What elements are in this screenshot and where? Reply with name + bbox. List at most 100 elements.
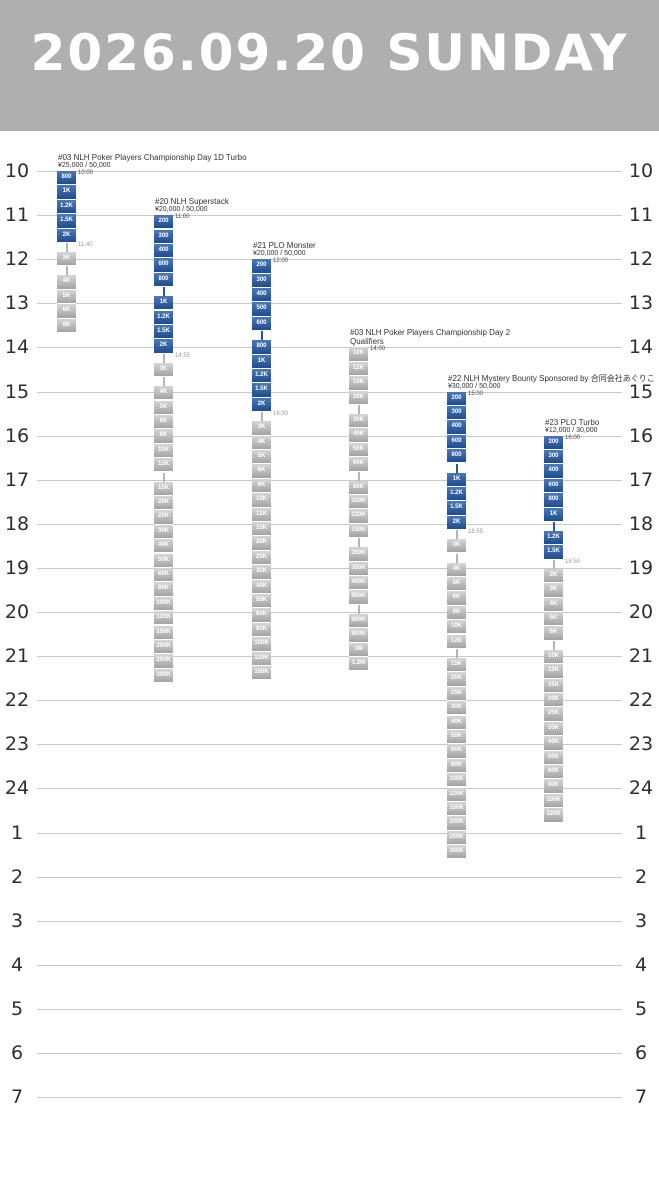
blind-level: 200K: [447, 816, 466, 831]
blind-level: 300K: [154, 668, 173, 684]
blind-level: 60K: [544, 765, 563, 780]
event-title: #22 NLH Mystery Bounty Sponsored by 合同会社…: [448, 373, 655, 383]
blind-level: 10K: [154, 443, 173, 459]
blind-level: 200: [544, 435, 563, 450]
date-header: 2026.09.20 SUNDAY: [0, 0, 659, 131]
blind-level: 6K: [57, 304, 76, 319]
hour-line: [37, 832, 622, 834]
hour-line: [37, 259, 622, 261]
blind-level: 1.5K: [154, 324, 173, 340]
hour-label-left: 5: [10, 997, 24, 1020]
level-connector: [455, 530, 458, 540]
blind-level: 800: [447, 449, 466, 464]
blind-level: 800: [154, 272, 173, 288]
blind-level: 400: [252, 288, 271, 303]
blind-level: 1K: [447, 472, 466, 487]
level-connector: [552, 640, 555, 650]
hour-label-left: 3: [10, 909, 24, 932]
blind-level: 1.2K: [154, 310, 173, 325]
blind-level: 10K: [349, 347, 368, 362]
event-buyin: ¥20,000 / 50,000: [155, 206, 208, 214]
hour-label-right: 2: [634, 865, 648, 888]
blind-level: 8K: [154, 429, 173, 444]
date-text: 2026.09.20: [30, 24, 367, 82]
blind-level: 150K: [349, 523, 368, 539]
event-buyin: ¥25,000 / 50,000: [58, 162, 111, 169]
hour-line: [37, 612, 622, 613]
blind-level: 12K: [154, 458, 173, 473]
blind-level: 300: [154, 229, 173, 244]
hour-line: [37, 391, 622, 393]
blind-level: 120K: [154, 611, 173, 626]
blind-level: 150K: [252, 666, 271, 681]
hour-label-left: 6: [10, 1042, 24, 1064]
hour-label-right: 16: [628, 424, 654, 447]
blind-level: 60K: [349, 457, 368, 472]
event-buyin: ¥12,000 / 30,000: [545, 426, 598, 434]
blind-level: 8K: [447, 605, 466, 621]
blind-level: 6K: [154, 414, 173, 430]
hour-line: [37, 920, 622, 922]
hour-label-left: 15: [4, 380, 30, 403]
blind-level: 3K: [252, 421, 271, 436]
hour-label-right: 22: [628, 689, 654, 712]
hour-label-right: 10: [628, 160, 654, 182]
hour-label-left: 10: [4, 160, 30, 182]
blind-level: 12K: [544, 664, 563, 679]
weekday-text: SUNDAY: [386, 24, 629, 82]
blind-level: 50K: [349, 442, 368, 458]
blind-level: 8K: [252, 478, 271, 494]
blind-level: 800: [544, 493, 563, 508]
blind-level: 1K: [544, 507, 563, 522]
blind-level: 120K: [252, 651, 271, 666]
blind-level: 3K: [447, 539, 466, 554]
blind-level: 100K: [349, 495, 368, 510]
blind-level: 120K: [447, 787, 466, 802]
hour-label-right: 3: [634, 909, 648, 932]
blind-level: 1.5K: [544, 545, 563, 560]
hour-label-left: 7: [10, 1086, 24, 1109]
hour-line: [37, 347, 622, 349]
event-title: #03 NLH Poker Players Championship Day 1…: [58, 153, 247, 162]
hour-label-right: 21: [628, 645, 654, 668]
blind-level: 100K: [252, 637, 271, 652]
blind-level: 5K: [154, 400, 173, 415]
blind-level: 25K: [447, 686, 466, 702]
blind-level: 15K: [544, 678, 563, 693]
event-start-time: 11:00: [175, 214, 190, 221]
hour-line: [37, 479, 622, 481]
hour-line: [37, 656, 622, 658]
blind-level: 80K: [154, 582, 173, 597]
level-connector: [357, 405, 360, 414]
blind-level: 150K: [154, 625, 173, 640]
blind-level: 2K: [447, 515, 466, 531]
event-late-reg-time: 14:55: [175, 352, 191, 359]
hour-label-right: 12: [628, 248, 654, 271]
blind-level: 250K: [447, 830, 466, 846]
blind-level: 40K: [154, 539, 173, 554]
blind-level: 100K: [154, 596, 173, 612]
blind-level: 400: [544, 464, 563, 479]
blind-level: 30K: [154, 524, 173, 540]
blind-level: 10K: [544, 649, 563, 665]
blind-level: 1.2K: [57, 199, 76, 215]
blind-level: 150K: [447, 801, 466, 817]
blind-level: 5K: [57, 289, 76, 305]
event-start-time: 15:00: [468, 390, 484, 397]
event-start-time: 12:00: [273, 258, 289, 265]
blind-level: 30K: [447, 701, 466, 716]
blind-level: 400: [154, 243, 173, 259]
blind-level: 20K: [252, 536, 271, 551]
level-connector: [455, 463, 458, 473]
blind-level: 200K: [154, 639, 173, 655]
level-connector: [357, 471, 360, 481]
blind-level: 30K: [544, 721, 563, 737]
blind-level: 1.2M: [349, 657, 368, 672]
level-connector: [260, 331, 263, 341]
hour-label-left: 23: [4, 733, 30, 756]
hour-line: [37, 876, 622, 878]
blind-level: 25K: [252, 550, 271, 566]
level-connector: [260, 412, 263, 422]
level-connector: [162, 472, 165, 482]
blind-level: 1.5K: [447, 501, 466, 516]
